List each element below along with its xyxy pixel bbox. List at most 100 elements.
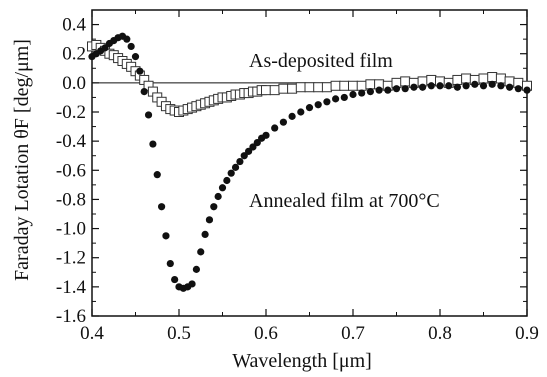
- x-axis-title: Wavelength [μm]: [232, 350, 372, 372]
- annealed-point: [305, 104, 314, 112]
- annealed-point: [245, 147, 253, 155]
- annealed-point: [462, 82, 470, 90]
- x-tick-label: 0.4: [80, 323, 104, 344]
- annealed-point: [297, 108, 305, 116]
- annealed-point: [153, 171, 161, 179]
- annealed-point: [366, 88, 374, 96]
- annealed-point: [253, 139, 261, 147]
- annealed-point: [205, 216, 214, 224]
- annealed-point: [332, 95, 340, 103]
- as-deposited-point: [330, 80, 341, 91]
- as-deposited-point: [348, 80, 358, 91]
- y-tick-labels: 0.4 0.2 0.0 -0.2 -0.4 -0.6 -0.8 -1.0 -1.2 -1.4 -1.…: [56, 15, 87, 327]
- annealed-point: [227, 169, 235, 177]
- annealed-point: [358, 89, 366, 97]
- x-tick-label: 0.8: [428, 323, 452, 344]
- as-deposited-point: [261, 85, 271, 96]
- annealed-point: [236, 157, 244, 166]
- y-tick-label: 0.4: [62, 15, 86, 36]
- annealed-point: [401, 85, 409, 93]
- as-deposited-point: [487, 72, 498, 83]
- annealed-point: [471, 80, 479, 88]
- y-tick-label: 0.2: [62, 44, 86, 65]
- x-tick-labels: 0.4 0.5 0.6 0.7 0.8 0.9: [80, 323, 539, 344]
- y-tick-label: -1.0: [56, 219, 86, 240]
- y-tick-label: -1.6: [56, 306, 86, 327]
- annealed-point: [101, 44, 109, 52]
- annealed-point: [514, 85, 522, 93]
- annealed-point: [131, 53, 140, 61]
- annealed-point: [323, 98, 331, 106]
- annealed-point: [410, 83, 418, 91]
- data-points-layer: [87, 32, 532, 292]
- as-deposited-point: [461, 73, 472, 84]
- annealed-point: [144, 111, 153, 119]
- y-tick-label: -0.8: [56, 189, 86, 210]
- annealed-point: [231, 163, 240, 171]
- annealed-annotation: Annealed film at 700°C: [249, 190, 440, 212]
- annealed-point: [223, 176, 231, 185]
- annealed-point: [127, 42, 135, 51]
- annealed-point: [453, 83, 461, 91]
- as-deposited-point: [269, 85, 280, 96]
- annealed-point: [136, 67, 144, 75]
- x-tick-label: 0.7: [341, 323, 365, 344]
- as-deposited-point: [495, 73, 506, 84]
- as-deposited-point: [321, 82, 332, 93]
- annealed-point: [488, 80, 496, 88]
- annealed-point: [171, 275, 179, 284]
- as-deposited-point: [339, 80, 350, 91]
- annealed-point: [523, 86, 531, 94]
- y-tick-label: -1.2: [56, 248, 86, 269]
- y-tick-label: -0.2: [56, 102, 86, 123]
- annealed-point: [279, 118, 287, 126]
- as-deposited-point: [478, 73, 489, 84]
- as-deposited-point: [313, 82, 324, 93]
- x-tick-label: 0.6: [254, 323, 278, 344]
- annealed-point: [271, 124, 279, 132]
- annealed-point: [162, 232, 170, 240]
- y-tick-label: -0.4: [56, 131, 87, 152]
- annealed-point: [506, 83, 514, 91]
- annealed-point: [158, 203, 166, 211]
- as-deposited-point: [365, 79, 376, 90]
- annealed-point: [249, 143, 257, 151]
- annealed-point: [384, 86, 392, 94]
- annealed-point: [497, 82, 505, 90]
- y-tick-label: 0.0: [62, 73, 86, 94]
- as-deposited-point: [278, 83, 289, 94]
- annealed-point: [192, 265, 200, 273]
- annealed-point: [214, 192, 222, 201]
- as-deposited-point: [304, 82, 315, 93]
- as-deposited-point: [452, 74, 463, 85]
- annealed-point: [262, 131, 270, 139]
- annealed-point: [123, 35, 131, 43]
- as-deposited-point: [287, 83, 298, 94]
- annealed-point: [197, 248, 205, 256]
- annealed-point: [392, 85, 401, 93]
- annealed-point: [340, 93, 348, 102]
- annealed-point: [210, 203, 218, 211]
- annealed-point: [349, 90, 357, 99]
- as-deposited-annotation: As-deposited film: [249, 50, 393, 72]
- annealed-point: [288, 112, 296, 120]
- y-tick-label: -0.6: [56, 160, 86, 181]
- annealed-point: [375, 86, 383, 94]
- y-axis-title: Faraday Lotation θF [deg/μm]: [11, 39, 33, 281]
- annealed-point: [314, 101, 322, 109]
- annealed-point: [201, 230, 209, 238]
- annealed-point: [149, 140, 157, 148]
- as-deposited-point: [400, 76, 411, 87]
- x-tick-label: 0.9: [515, 323, 539, 344]
- annealed-point: [436, 82, 444, 90]
- annealed-point: [140, 88, 148, 96]
- annealed-point: [445, 82, 453, 90]
- x-tick-label: 0.5: [167, 323, 191, 344]
- as-deposited-point: [295, 82, 306, 93]
- annealed-point: [166, 259, 174, 268]
- as-deposited-point: [356, 80, 367, 91]
- annealed-point: [427, 82, 435, 90]
- annealed-point: [188, 280, 196, 288]
- y-tick-label: -1.4: [56, 277, 87, 298]
